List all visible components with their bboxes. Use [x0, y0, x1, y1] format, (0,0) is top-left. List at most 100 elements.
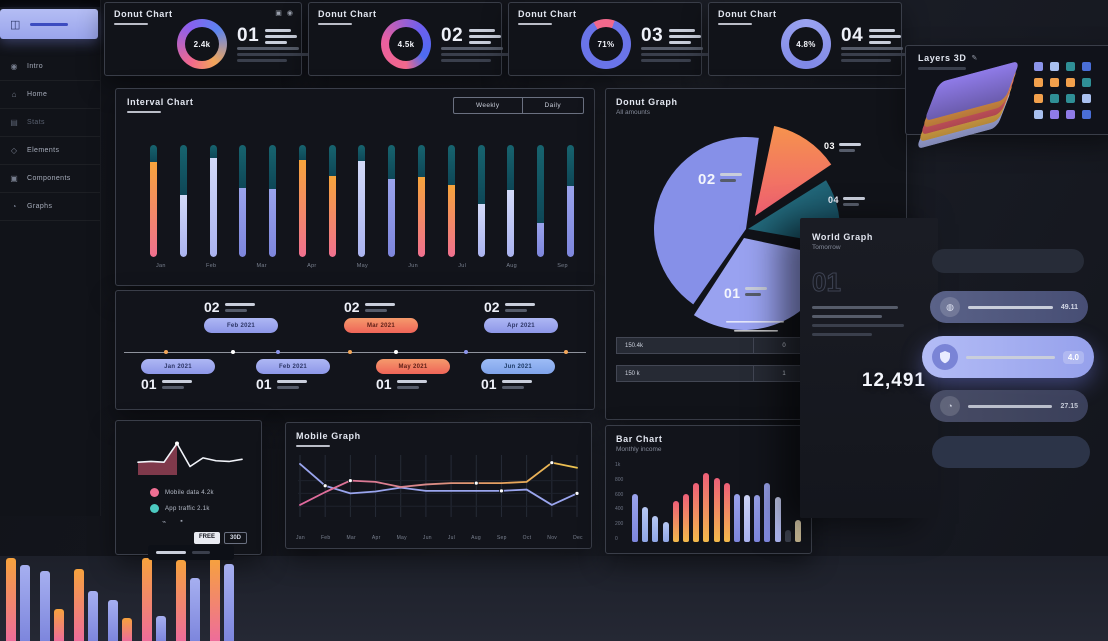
record-icon[interactable]: ◉ [286, 10, 293, 17]
timeline-pill[interactable]: Feb 2021 [204, 318, 278, 333]
stat-bullet-lines [265, 27, 298, 44]
sidebar-item-5[interactable]: ◔ Graphs [0, 193, 100, 221]
x-tick-label: Feb [320, 535, 331, 541]
title-underline [114, 23, 148, 25]
bar [54, 609, 64, 641]
timeline-item-bottom-3: Jun 2021 01 [481, 359, 593, 391]
skeleton-line [839, 149, 856, 152]
x-tick-label: Apr [307, 263, 317, 269]
timeline-dot [464, 350, 468, 354]
sidebar-item-2[interactable]: ▤ Stats [0, 109, 100, 137]
bar-segment-teal [477, 145, 485, 204]
world-ghost-number: 01 [812, 267, 842, 298]
skeleton-line [161, 380, 192, 383]
stat-card-body: 2.4k 01 [105, 19, 311, 69]
sidebar: ◫ ◉ Intro ⌂ Home ▤ Stats ◇ Elements ▣ Components ◔… [0, 0, 101, 516]
x-tick-label: Aug [506, 263, 518, 269]
y-tick-label: 0 [615, 535, 618, 542]
donut-center-value: 2.4k [185, 27, 219, 61]
bar-segment-value [447, 185, 455, 257]
menu-icon: ◇ [10, 146, 18, 155]
camera-icon[interactable]: ▣ [275, 10, 282, 17]
bar-segment-value [418, 177, 426, 257]
bar-segment-value [388, 179, 396, 257]
pie-row-value-a: 150 k [625, 370, 640, 377]
x-tick-label: Jul [447, 535, 456, 541]
stat-card-stats: 04 [841, 26, 915, 62]
stat-card-title: Donut Chart [318, 9, 377, 19]
bar [20, 565, 30, 641]
sidebar-item-4[interactable]: ▣ Components [0, 165, 100, 193]
bar-group-3 [108, 600, 132, 641]
skeleton-line [224, 309, 247, 312]
free-badge[interactable]: FREE [193, 532, 220, 544]
bar [764, 483, 771, 542]
bar [682, 494, 689, 542]
bar [418, 145, 426, 257]
bar [88, 591, 98, 641]
bar [642, 507, 649, 542]
daily-button[interactable]: Daily [523, 98, 583, 113]
timeline-text-lines [161, 378, 192, 389]
timeline-pill[interactable]: Jun 2021 [481, 359, 555, 374]
color-dot-orange [1034, 94, 1043, 103]
stat-card-02: Donut Chart 4.5k 02 [308, 2, 515, 76]
donut-chart: 4.8% [781, 19, 831, 69]
bar-segment-teal [537, 145, 545, 223]
pen-icon: ✎ [971, 55, 978, 62]
line-chart-card: Mobile Graph Jan Feb Mar Apr May Jun Jul Aug Sep… [285, 422, 592, 549]
bar [298, 145, 306, 257]
bar [537, 145, 545, 257]
skeleton-line [641, 52, 715, 56]
bar [179, 145, 187, 257]
skeleton-line [744, 293, 761, 296]
timeline-number-row: 01 [376, 377, 488, 391]
bar [210, 558, 220, 641]
color-dot-purple [1066, 110, 1075, 119]
bar-segment-value [179, 195, 187, 257]
pie-slice-02[interactable] [654, 137, 759, 305]
right-list-row-3[interactable]: ◔ 27.15 [930, 390, 1088, 422]
stat-card-body: 71% 03 [509, 19, 715, 69]
sidebar-item-3[interactable]: ◇ Elements [0, 137, 100, 165]
skeleton-line [812, 324, 904, 327]
timeline-pill[interactable]: Mar 2021 [344, 318, 418, 333]
donut-center-value: 71% [589, 27, 623, 61]
stat-card-01: Donut Chart ▣ ◉ 2.4k 01 [104, 2, 311, 76]
right-list-row-2[interactable]: 4.0 [922, 336, 1094, 378]
timeline-number-row: 02 [204, 300, 316, 314]
right-list-row-4[interactable] [932, 436, 1090, 468]
sidebar-item-label: Graphs [27, 203, 53, 210]
right-list-row-0[interactable] [932, 249, 1084, 273]
timeline-pill[interactable]: Apr 2021 [484, 318, 558, 333]
stat-number-row: 01 [237, 26, 311, 45]
right-list-row-1[interactable]: ◍ 49.11 [930, 291, 1088, 323]
color-dot-teal [1050, 94, 1059, 103]
skeleton-line [744, 287, 767, 290]
shield-icon [932, 344, 958, 370]
skeleton-line [669, 34, 702, 38]
skeleton-line [843, 203, 860, 206]
skeleton-line [669, 28, 696, 32]
title-underline [318, 23, 352, 25]
timeline-pill[interactable]: Jan 2021 [141, 359, 215, 374]
bar-segment-value [209, 158, 217, 257]
sidebar-item-active[interactable]: ◫ [0, 9, 98, 39]
stat-card-title: Donut Chart [114, 9, 173, 19]
skeleton-line [161, 386, 184, 389]
bar [269, 145, 277, 257]
color-dot-orange [1066, 78, 1075, 87]
period-badge[interactable]: 30D [223, 532, 247, 544]
timeline-pill[interactable]: Feb 2021 [256, 359, 330, 374]
weekly-button[interactable]: Weekly [454, 98, 523, 113]
sidebar-item-1[interactable]: ⌂ Home [0, 81, 100, 109]
pie-slice-01[interactable] [693, 238, 834, 330]
timeline-pill[interactable]: May 2021 [376, 359, 450, 374]
x-tick-label: Jun [422, 535, 432, 541]
pie-slice-03[interactable] [755, 126, 832, 216]
sidebar-item-0[interactable]: ◉ Intro [0, 53, 100, 81]
skeleton-line [469, 34, 502, 38]
skeleton-line [841, 52, 915, 56]
bar [108, 600, 118, 641]
line-x-axis: Jan Feb Mar Apr May Jun Jul Aug Sep Oct Nov Dec [296, 535, 583, 541]
